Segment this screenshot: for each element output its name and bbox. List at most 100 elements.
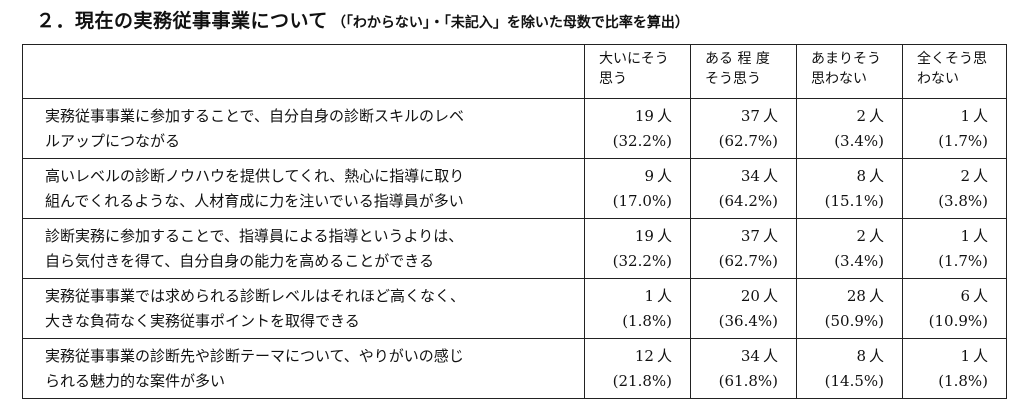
response-unit: 人: [656, 107, 672, 125]
response-percent: (3.4%): [834, 252, 884, 270]
response-percent: (1.7%): [938, 252, 988, 270]
header-col-strongly-disagree: 全くそう思 わない: [902, 44, 1007, 99]
response-unit: 人: [656, 347, 672, 365]
table-row: 診断実務に参加することで、指導員による指導というよりは、 自ら気付きを得て、自分自…: [22, 218, 1007, 279]
response-value-cell: 9 人 (17.0%): [584, 158, 691, 219]
response-percent: (50.9%): [824, 312, 884, 330]
table-row: 実務従事事業では求められる診断レベルはそれほど高くなく、 大きな負荷なく実務従事ポ…: [22, 278, 1007, 339]
response-unit: 人: [868, 287, 884, 305]
response-count: 8: [856, 167, 866, 185]
response-value-cell: 1 人 (1.8%): [584, 278, 691, 339]
response-percent: (32.2%): [612, 252, 672, 270]
survey-item-text: 実務従事事業では求められる診断レベルはそれほど高くなく、: [45, 287, 466, 305]
response-unit: 人: [762, 167, 778, 185]
response-value-cell: 1 人 (1.8%): [902, 338, 1007, 399]
response-count: 28: [846, 287, 866, 305]
response-unit: 人: [656, 287, 672, 305]
survey-item-text: 大きな負荷なく実務従事ポイントを取得できる: [45, 312, 360, 330]
table-header-row: 大いにそう 思う ある 程 度 そう思う あまりそう 思わない 全くそう思 わな…: [22, 44, 1007, 99]
response-value-cell: 34 人 (64.2%): [690, 158, 797, 219]
response-unit: 人: [972, 227, 988, 245]
section-note: （「わからない」・「未記入」を除いた母数で比率を算出）: [331, 15, 689, 31]
response-unit: 人: [972, 167, 988, 185]
survey-item-cell: 高いレベルの診断ノウハウを提供してくれ、熱心に指導に取り 組んでくれるような、人材…: [22, 158, 585, 219]
response-percent: (10.9%): [928, 312, 988, 330]
survey-item-cell: 実務従事事業では求められる診断レベルはそれほど高くなく、 大きな負荷なく実務従事ポ…: [22, 278, 585, 339]
response-percent: (3.8%): [938, 192, 988, 210]
header-col-somewhat-disagree: あまりそう 思わない: [796, 44, 903, 99]
response-unit: 人: [868, 167, 884, 185]
response-value-cell: 34 人 (61.8%): [690, 338, 797, 399]
response-percent: (1.8%): [622, 312, 672, 330]
survey-item-text: ルアップにつながる: [45, 132, 181, 150]
response-count: 9: [644, 167, 654, 185]
response-percent: (62.7%): [718, 132, 778, 150]
response-count: 1: [960, 347, 970, 365]
header-col-strongly-agree: 大いにそう 思う: [584, 44, 691, 99]
survey-table: 大いにそう 思う ある 程 度 そう思う あまりそう 思わない 全くそう思 わな…: [22, 44, 1007, 399]
response-value-cell: 2 人 (3.4%): [796, 218, 903, 279]
response-percent: (64.2%): [718, 192, 778, 210]
response-value-cell: 8 人 (14.5%): [796, 338, 903, 399]
header-item-cell: [22, 44, 585, 99]
response-value-cell: 6 人 (10.9%): [902, 278, 1007, 339]
response-value-cell: 28 人 (50.9%): [796, 278, 903, 339]
response-count: 1: [644, 287, 654, 305]
survey-item-text: 実務従事事業の診断先や診断テーマについて、やりがいの感じ: [45, 347, 464, 365]
response-value-cell: 2 人 (3.8%): [902, 158, 1007, 219]
response-count: 1: [960, 107, 970, 125]
response-value-cell: 8 人 (15.1%): [796, 158, 903, 219]
response-percent: (21.8%): [612, 372, 672, 390]
response-unit: 人: [868, 107, 884, 125]
response-percent: (61.8%): [718, 372, 778, 390]
response-count: 34: [740, 347, 760, 365]
response-value-cell: 1 人 (1.7%): [902, 98, 1007, 159]
response-count: 2: [856, 227, 866, 245]
response-count: 8: [856, 347, 866, 365]
response-value-cell: 19 人 (32.2%): [584, 218, 691, 279]
response-value-cell: 2 人 (3.4%): [796, 98, 903, 159]
table-row: 高いレベルの診断ノウハウを提供してくれ、熱心に指導に取り 組んでくれるような、人材…: [22, 158, 1007, 219]
response-unit: 人: [762, 347, 778, 365]
response-count: 34: [740, 167, 760, 185]
survey-item-text: 組んでくれるような、人材育成に力を注いでいる指導員が多い: [45, 192, 464, 210]
response-count: 2: [960, 167, 970, 185]
survey-item-text: 自ら気付きを得て、自分自身の能力を高めることができる: [45, 252, 434, 270]
response-count: 12: [634, 347, 654, 365]
response-unit: 人: [868, 227, 884, 245]
table-row: 実務従事事業の診断先や診断テーマについて、やりがいの感じ られる魅力的な案件が多い…: [22, 338, 1007, 399]
response-value-cell: 1 人 (1.7%): [902, 218, 1007, 279]
response-count: 19: [634, 107, 654, 125]
response-percent: (32.2%): [612, 132, 672, 150]
survey-item-text: 高いレベルの診断ノウハウを提供してくれ、熱心に指導に取り: [45, 167, 465, 185]
response-unit: 人: [972, 287, 988, 305]
response-count: 37: [740, 227, 760, 245]
response-percent: (1.8%): [938, 372, 988, 390]
response-unit: 人: [972, 347, 988, 365]
header-col-somewhat-agree: ある 程 度 そう思う: [690, 44, 797, 99]
response-percent: (36.4%): [718, 312, 778, 330]
section-title: ２．現在の実務従事事業について: [36, 10, 328, 32]
response-unit: 人: [762, 287, 778, 305]
response-unit: 人: [762, 107, 778, 125]
response-unit: 人: [972, 107, 988, 125]
survey-item-text: 診断実務に参加することで、指導員による指導というよりは、: [45, 227, 464, 245]
response-count: 2: [856, 107, 866, 125]
response-percent: (62.7%): [718, 252, 778, 270]
survey-item-cell: 診断実務に参加することで、指導員による指導というよりは、 自ら気付きを得て、自分自…: [22, 218, 585, 279]
response-count: 37: [740, 107, 760, 125]
response-percent: (3.4%): [834, 132, 884, 150]
response-unit: 人: [868, 347, 884, 365]
survey-item-text: られる魅力的な案件が多い: [45, 372, 226, 390]
response-value-cell: 37 人 (62.7%): [690, 218, 797, 279]
response-unit: 人: [762, 227, 778, 245]
response-count: 20: [740, 287, 760, 305]
response-percent: (15.1%): [824, 192, 884, 210]
response-value-cell: 20 人 (36.4%): [690, 278, 797, 339]
response-count: 19: [634, 227, 654, 245]
response-unit: 人: [656, 167, 672, 185]
response-count: 6: [960, 287, 970, 305]
response-count: 1: [960, 227, 970, 245]
response-value-cell: 37 人 (62.7%): [690, 98, 797, 159]
table-row: 実務従事事業に参加することで、自分自身の診断スキルのレベ ルアップにつながる 19 人…: [22, 98, 1007, 159]
